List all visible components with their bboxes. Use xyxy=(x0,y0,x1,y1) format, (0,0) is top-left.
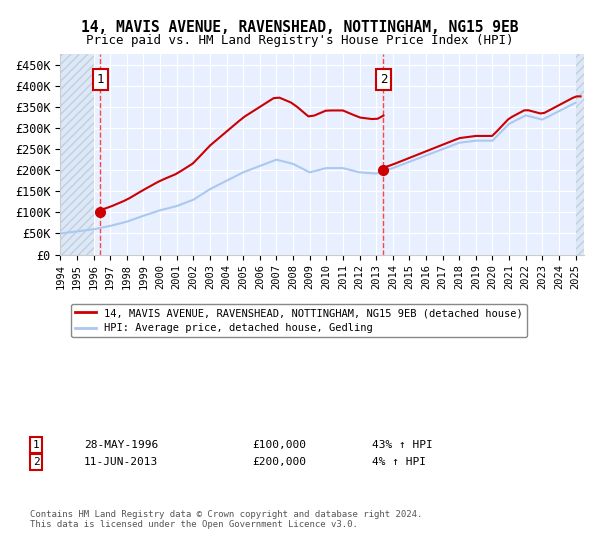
Text: 43% ↑ HPI: 43% ↑ HPI xyxy=(372,440,433,450)
Bar xyxy=(575,54,584,255)
Text: 14, MAVIS AVENUE, RAVENSHEAD, NOTTINGHAM, NG15 9EB: 14, MAVIS AVENUE, RAVENSHEAD, NOTTINGHAM… xyxy=(81,20,519,35)
Text: Contains HM Land Registry data © Crown copyright and database right 2024.
This d: Contains HM Land Registry data © Crown c… xyxy=(30,510,422,529)
Text: 2: 2 xyxy=(380,73,387,86)
Text: 2: 2 xyxy=(32,457,40,467)
Text: 1: 1 xyxy=(32,440,40,450)
Bar xyxy=(61,54,94,255)
Text: 11-JUN-2013: 11-JUN-2013 xyxy=(84,457,158,467)
Text: 1: 1 xyxy=(97,73,104,86)
Legend: 14, MAVIS AVENUE, RAVENSHEAD, NOTTINGHAM, NG15 9EB (detached house), HPI: Averag: 14, MAVIS AVENUE, RAVENSHEAD, NOTTINGHAM… xyxy=(71,304,527,338)
Text: Price paid vs. HM Land Registry's House Price Index (HPI): Price paid vs. HM Land Registry's House … xyxy=(86,34,514,46)
Text: £200,000: £200,000 xyxy=(252,457,306,467)
Text: £100,000: £100,000 xyxy=(252,440,306,450)
Text: 4% ↑ HPI: 4% ↑ HPI xyxy=(372,457,426,467)
Text: 28-MAY-1996: 28-MAY-1996 xyxy=(84,440,158,450)
